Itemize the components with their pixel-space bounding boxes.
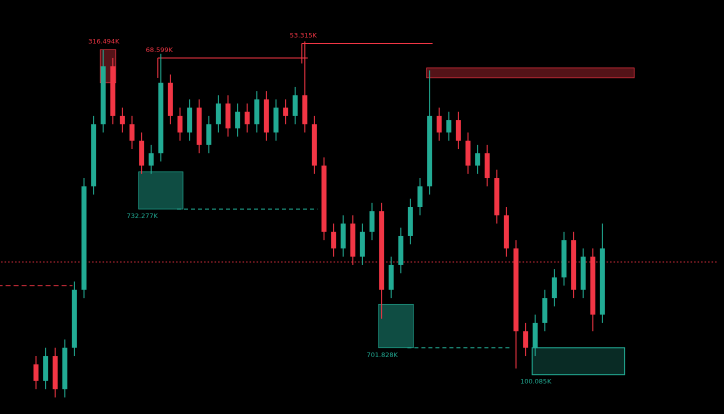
candle-body: [359, 231, 365, 257]
zone-box: [426, 67, 635, 79]
candle-body: [62, 347, 68, 390]
zone-label: 701.828K: [367, 351, 399, 359]
candle-body: [119, 115, 125, 125]
candle-body: [215, 103, 221, 125]
candle-body: [206, 124, 212, 145]
candle-body: [263, 99, 269, 133]
candle-body: [503, 215, 509, 249]
candle-body: [571, 240, 577, 290]
candle-body: [542, 298, 548, 323]
candle-body: [254, 99, 260, 125]
candle-body: [167, 82, 173, 116]
candle-body: [350, 223, 356, 257]
candle-body: [427, 115, 433, 187]
zone-label: 68.599K: [146, 46, 174, 54]
candle-body: [513, 248, 519, 332]
candle-body: [235, 111, 241, 129]
zone-label: 53.315K: [290, 31, 318, 39]
candle-body: [398, 235, 404, 265]
zone-label: 732.277K: [127, 212, 159, 220]
candle-body: [225, 103, 231, 129]
candle-body: [475, 153, 481, 166]
candle-body: [244, 111, 250, 125]
candle-body: [484, 153, 490, 179]
candle-body: [52, 356, 58, 390]
candle-body: [158, 82, 164, 154]
zone-label: 100.085K: [520, 378, 552, 386]
candle-body: [148, 153, 154, 166]
candle-body: [455, 120, 461, 141]
candle-body: [100, 66, 106, 125]
candle-body: [283, 107, 289, 116]
candle-body: [292, 95, 298, 116]
candle-body: [407, 207, 413, 236]
candle-body: [580, 256, 586, 290]
candle-body: [561, 240, 567, 278]
candle-body: [273, 107, 279, 133]
candle-body: [417, 186, 423, 207]
candle-body: [551, 277, 557, 299]
candle-body: [91, 124, 97, 187]
candle-body: [590, 256, 596, 315]
candle-body: [340, 223, 346, 249]
candle-body: [465, 140, 471, 166]
candle-body: [33, 364, 39, 381]
candle-body: [494, 178, 500, 216]
candle-body: [196, 107, 202, 145]
candle-body: [110, 66, 116, 116]
candle-body: [129, 124, 135, 141]
candle-body: [446, 120, 452, 133]
candle-body: [311, 124, 317, 166]
candle-body: [321, 165, 327, 232]
candle-body: [302, 95, 308, 125]
candle-body: [523, 331, 529, 348]
candle-body: [379, 211, 385, 290]
candle-body: [139, 140, 145, 166]
zone-box: [378, 303, 414, 349]
candle-body: [436, 115, 442, 133]
zone-box: [138, 171, 184, 210]
candle-body: [71, 289, 77, 348]
candle-body: [599, 248, 605, 315]
candle-body: [187, 107, 193, 133]
candle-body: [331, 231, 337, 249]
zone-box: [531, 347, 626, 376]
candle-body: [81, 186, 87, 290]
candle-body: [532, 322, 538, 348]
candle-body: [43, 356, 49, 381]
candle-body: [388, 264, 394, 290]
zone-label: 316.494K: [88, 38, 120, 46]
candle-body: [177, 115, 183, 133]
candle-body: [369, 211, 375, 232]
